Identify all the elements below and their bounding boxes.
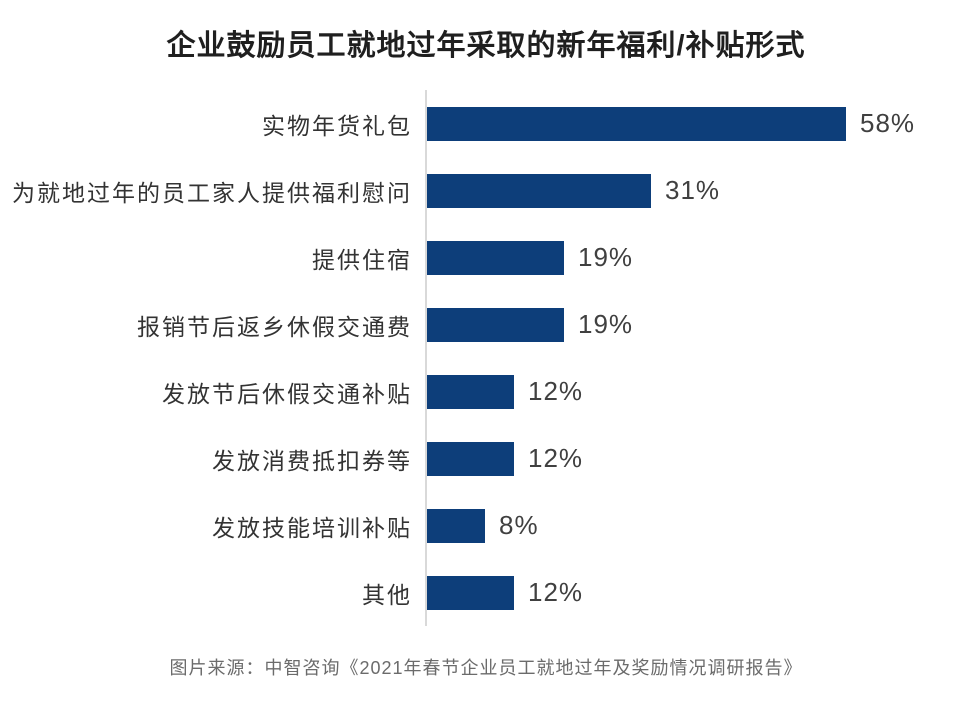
source-caption: 图片来源：中智咨询《2021年春节企业员工就地过年及奖励情况调研报告》 xyxy=(169,658,803,678)
bar-row: 提供住宿 19% xyxy=(0,224,972,291)
bar-row: 实物年货礼包 58% xyxy=(0,90,972,157)
bar xyxy=(427,575,514,610)
plot-area-row: 12% xyxy=(425,559,972,626)
value-label: 12% xyxy=(528,376,584,406)
category-label: 为就地过年的员工家人提供福利慰问 xyxy=(12,179,412,206)
category-label: 发放节后休假交通补贴 xyxy=(162,380,412,407)
bar xyxy=(427,374,514,409)
plot-area-row: 12% xyxy=(425,425,972,492)
value-label: 19% xyxy=(578,242,634,272)
value-label: 12% xyxy=(528,443,584,473)
plot-area-row: 19% xyxy=(425,224,972,291)
bar-row: 其他 12% xyxy=(0,559,972,626)
plot-area-row: 58% xyxy=(425,90,972,157)
plot-area-row: 31% xyxy=(425,157,972,224)
bar xyxy=(427,441,514,476)
bar xyxy=(427,307,564,342)
category-label: 报销节后返乡休假交通费 xyxy=(137,313,412,340)
value-label: 58% xyxy=(860,108,916,138)
category-label: 其他 xyxy=(362,581,412,608)
category-label: 提供住宿 xyxy=(312,246,412,273)
category-label: 发放消费抵扣券等 xyxy=(212,447,412,474)
bar-row: 报销节后返乡休假交通费 19% xyxy=(0,291,972,358)
value-label: 31% xyxy=(665,175,721,205)
bar-row: 为就地过年的员工家人提供福利慰问 31% xyxy=(0,157,972,224)
bar xyxy=(427,508,485,543)
bar xyxy=(427,173,651,208)
bar-row: 发放技能培训补贴 8% xyxy=(0,492,972,559)
category-label: 实物年货礼包 xyxy=(262,112,412,139)
plot-area-row: 12% xyxy=(425,358,972,425)
plot-area-row: 8% xyxy=(425,492,972,559)
value-label: 19% xyxy=(578,309,634,339)
bar xyxy=(427,106,846,141)
plot-area-row: 19% xyxy=(425,291,972,358)
value-label: 8% xyxy=(499,510,539,540)
bar-chart: 实物年货礼包 58% 为就地过年的员工家人提供福利慰问 31% 提供住宿 19% 报销节后返… xyxy=(0,90,972,626)
bar xyxy=(427,240,564,275)
value-label: 12% xyxy=(528,577,584,607)
bar-row: 发放节后休假交通补贴 12% xyxy=(0,358,972,425)
chart-title: 企业鼓励员工就地过年采取的新年福利/补贴形式 xyxy=(166,30,806,62)
category-label: 发放技能培训补贴 xyxy=(212,514,412,541)
bar-row: 发放消费抵扣券等 12% xyxy=(0,425,972,492)
